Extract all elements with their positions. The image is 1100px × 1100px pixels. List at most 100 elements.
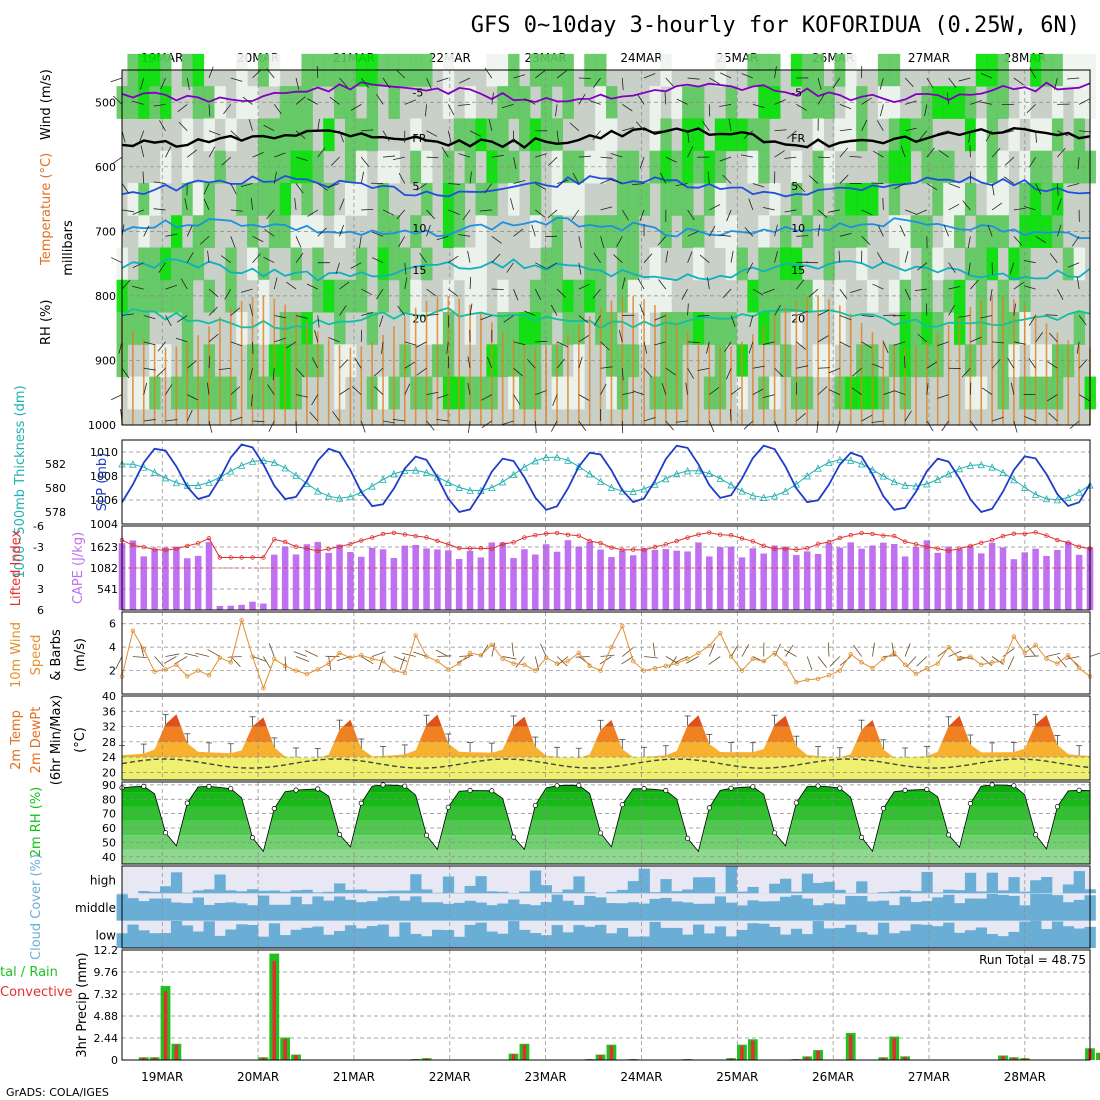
wind-barb	[426, 209, 435, 220]
rh-cell	[410, 150, 422, 184]
cloud-cell-low	[921, 924, 933, 948]
wind-barb	[546, 262, 558, 270]
wind-barb-10m	[872, 642, 875, 657]
wind-barb	[307, 98, 318, 105]
rh-cell	[301, 182, 313, 216]
wind-barb	[165, 384, 173, 395]
cloud-cell-low	[954, 932, 966, 948]
wind-barb	[796, 413, 806, 422]
rh-cell	[725, 312, 738, 345]
wind-barb	[687, 77, 700, 80]
li-marker	[685, 535, 690, 540]
run-total-label: Run Total = 48.75	[979, 953, 1086, 967]
wind-marker	[195, 668, 201, 673]
cloud-cell-high	[790, 891, 803, 894]
wind-barb	[339, 198, 345, 211]
temp-tick-label: 36	[102, 705, 116, 718]
cape-bar	[401, 545, 409, 610]
pressure-tick-label: 800	[95, 290, 116, 303]
li-axis-label: Lifted Index	[9, 529, 24, 606]
wind-barb	[1076, 341, 1080, 354]
rh-marker	[162, 830, 169, 836]
wind-barb	[373, 386, 384, 395]
wind-barb	[1077, 157, 1080, 170]
wind-barb	[339, 281, 350, 290]
cloud-cell-middle	[551, 894, 563, 921]
cape-bar	[368, 547, 376, 610]
wind-barb	[143, 419, 156, 422]
rh-cell	[529, 118, 542, 152]
cloud-cell-middle	[627, 902, 640, 921]
cloud-cell-high	[301, 889, 313, 894]
isotherm-label: -5	[791, 87, 802, 100]
wind-barb	[762, 394, 775, 398]
wind-barb	[467, 382, 471, 395]
wind-barb	[110, 394, 123, 401]
cloud-cell-low	[203, 921, 215, 948]
thickness-marker	[1075, 488, 1083, 496]
cape-bar	[782, 546, 789, 610]
slp-tick-label: 1006	[90, 494, 118, 507]
wind-barb-10m	[741, 644, 750, 657]
wind-barb	[206, 382, 210, 395]
wind-barb	[335, 262, 340, 275]
wind-barb	[748, 341, 754, 354]
cape-bar	[194, 555, 202, 610]
wind-barb	[852, 367, 862, 377]
wind-barb	[746, 262, 754, 274]
cloud-cell-high	[421, 889, 433, 894]
wind-marker	[337, 650, 342, 656]
cloud-cell-middle	[616, 903, 629, 921]
cloud-cell-high	[279, 891, 291, 894]
wind-barb	[657, 236, 667, 246]
cape-bar	[695, 542, 702, 610]
wind-barb	[248, 119, 253, 131]
wind-barb	[295, 96, 306, 105]
cloud-cell-middle	[127, 898, 139, 921]
wind-barb	[687, 209, 695, 221]
cloud-cell-high	[247, 889, 259, 894]
cloud-cell-high	[181, 892, 194, 894]
wind-barb	[1002, 130, 1014, 134]
precip-conv-bar	[261, 1057, 266, 1060]
wind-barb	[740, 154, 753, 158]
wind-barb	[610, 179, 623, 184]
rh-cell	[856, 118, 868, 152]
rh-cell	[475, 247, 487, 281]
temp-band	[122, 741, 1090, 758]
wind-barb	[556, 341, 569, 348]
wind-barb	[774, 420, 780, 433]
wind-barb	[556, 179, 569, 184]
rh-cell	[616, 182, 629, 216]
cloud-cell-low	[1041, 929, 1053, 948]
rh-cell	[1008, 118, 1020, 152]
wind-barb	[808, 175, 819, 184]
panel-frame	[121, 69, 1091, 426]
cloud-cell-high	[627, 881, 640, 894]
wind-barb	[165, 284, 178, 290]
wind-barb	[660, 172, 667, 184]
rh-marker	[772, 830, 778, 836]
cape-bar	[880, 542, 887, 610]
precip-conv-bar	[1001, 1055, 1005, 1060]
wind-barb	[208, 306, 218, 316]
isotherm-5	[121, 175, 1091, 198]
rh-cell	[388, 150, 400, 184]
rh-cell	[540, 247, 553, 281]
precip-tick-label: 4.88	[94, 1010, 119, 1023]
cloud-cell-low	[867, 934, 879, 948]
cape-bar	[564, 540, 572, 610]
cape-bar	[227, 605, 235, 610]
thickness-marker	[368, 482, 376, 490]
rh-marker	[641, 786, 647, 792]
wind-barb	[661, 383, 667, 395]
wind-marker	[739, 668, 745, 673]
wind-barb	[720, 72, 732, 79]
wind-barb	[527, 359, 536, 369]
rh-cell	[551, 182, 563, 216]
rh-cell	[899, 312, 912, 345]
wind-barb	[339, 224, 344, 237]
wind-barb-10m	[644, 656, 659, 659]
wind-barb	[547, 209, 558, 219]
wind-barb	[730, 315, 736, 327]
